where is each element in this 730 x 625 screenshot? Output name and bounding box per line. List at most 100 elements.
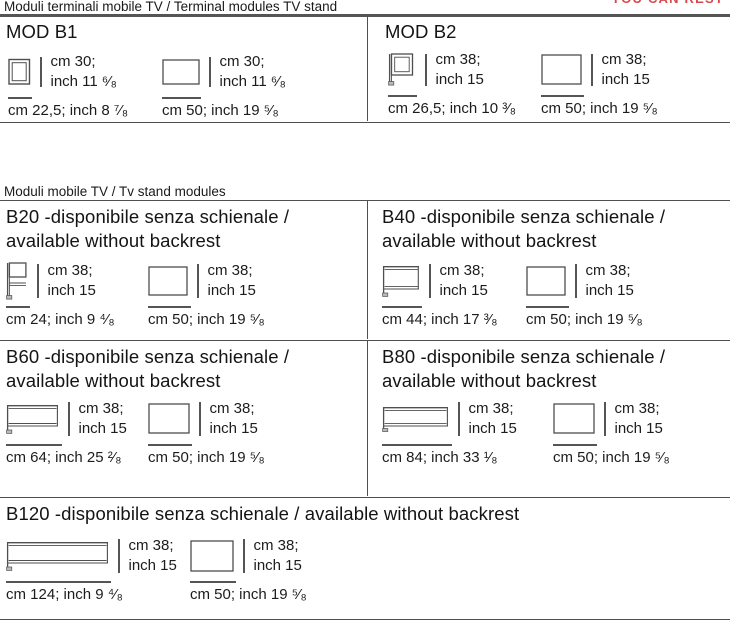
bench-side-view-icon — [6, 541, 109, 571]
module-title: B20 -disponibile senza schienale / avail… — [6, 206, 290, 251]
module-title: MOD B1 — [6, 21, 78, 42]
front-dimension-diagram: cm 38; inch 15 cm 50; inch 19 ⁵⁄₈ — [190, 536, 307, 603]
height-dimension-text: cm 38; inch 15 — [468, 400, 517, 437]
height-dimension-text: cm 38; inch 15 — [253, 537, 302, 574]
width-dimension-text: cm 50; inch 19 ⁵⁄₈ — [148, 311, 265, 328]
height-dimension-line — [68, 401, 70, 436]
module-cell-b20: B20 -disponibile senza schienale / avail… — [6, 203, 364, 337]
module-front-view-icon — [553, 403, 595, 434]
height-dimension-text: cm 38; inch 15 — [585, 262, 634, 299]
width-dimension-line — [148, 444, 192, 446]
height-dimension-line — [209, 56, 211, 87]
side-dimension-diagram: cm 38; inch 15 cm 26,5; inch 10 ³⁄₈ — [388, 50, 516, 117]
end-module-side-view-icon — [8, 58, 31, 86]
width-dimension-line — [6, 444, 62, 446]
width-dimension-text: cm 124; inch 9 ⁴⁄₈ — [6, 586, 123, 603]
width-dimension-text: cm 50; inch 19 ⁵⁄₈ — [190, 586, 307, 603]
module-cell-mod-b1: MOD B1 cm 30; inch 11 ⁶⁄₈ cm 22,5; inch … — [6, 18, 364, 120]
height-dimension-line — [197, 263, 199, 298]
front-dimension-diagram: cm 38; inch 15 cm 50; inch 19 ⁵⁄₈ — [541, 50, 658, 117]
width-dimension-text: cm 24; inch 9 ⁴⁄₈ — [6, 311, 115, 328]
side-dimension-diagram: cm 38; inch 15 cm 84; inch 33 ¹⁄₈ — [382, 399, 517, 466]
height-dimension-line — [243, 538, 245, 573]
column-divider — [367, 16, 369, 121]
side-dimension-diagram: cm 38; inch 15 cm 124; inch 9 ⁴⁄₈ — [6, 536, 177, 603]
height-dimension-text: cm 38; inch 15 — [614, 400, 663, 437]
module-title: MOD B2 — [385, 21, 457, 42]
module-side-view-icon — [6, 261, 28, 300]
module-title: B60 -disponibile senza schienale / avail… — [6, 346, 290, 391]
module-cell-b60: B60 -disponibile senza schienale / avail… — [6, 343, 364, 493]
height-dimension-line — [604, 401, 606, 436]
front-dimension-diagram: cm 38; inch 15 cm 50; inch 19 ⁵⁄₈ — [148, 261, 265, 328]
height-dimension-line — [429, 263, 431, 298]
module-cell-b80: B80 -disponibile senza schienale / avail… — [382, 343, 726, 493]
width-dimension-text: cm 50; inch 19 ⁵⁄₈ — [541, 100, 658, 117]
height-dimension-line — [575, 263, 577, 298]
side-dimension-diagram: cm 38; inch 15 cm 24; inch 9 ⁴⁄₈ — [6, 261, 115, 328]
height-dimension-text: cm 38; inch 15 — [209, 400, 258, 437]
width-dimension-text: cm 50; inch 19 ⁵⁄₈ — [553, 449, 670, 466]
table-rule — [0, 200, 730, 202]
side-dimension-diagram: cm 38; inch 15 cm 44; inch 17 ³⁄₈ — [382, 261, 497, 328]
module-cell-b40: B40 -disponibile senza schienale / avail… — [382, 203, 726, 337]
front-dimension-diagram: cm 38; inch 15 cm 50; inch 19 ⁵⁄₈ — [526, 261, 643, 328]
end-module-side-view-icon — [388, 53, 416, 86]
width-dimension-line — [190, 581, 236, 583]
table-top-rule — [0, 14, 730, 17]
height-dimension-line — [40, 56, 42, 87]
width-dimension-text: cm 50; inch 19 ⁵⁄₈ — [526, 311, 643, 328]
width-dimension-text: cm 50; inch 19 ⁵⁄₈ — [148, 449, 265, 466]
width-dimension-line — [388, 95, 417, 97]
module-front-view-icon — [190, 539, 234, 572]
width-dimension-text: cm 26,5; inch 10 ³⁄₈ — [388, 100, 516, 117]
module-side-view-icon — [382, 265, 420, 297]
width-dimension-line — [553, 444, 597, 446]
module-front-view-icon — [148, 265, 188, 296]
side-dimension-diagram: cm 38; inch 15 cm 64; inch 25 ²⁄₈ — [6, 399, 127, 466]
module-front-view-icon — [541, 54, 582, 85]
brand-slogan-clipped: YOU CAN REST — [611, 0, 724, 6]
height-dimension-line — [199, 401, 201, 436]
module-title: B40 -disponibile senza schienale / avail… — [382, 206, 666, 251]
height-dimension-text: cm 38; inch 15 — [435, 51, 484, 88]
table-rule — [0, 121, 730, 123]
width-dimension-line — [162, 97, 201, 99]
front-dimension-diagram: cm 38; inch 15 cm 50; inch 19 ⁵⁄₈ — [148, 399, 265, 466]
width-dimension-line — [148, 306, 191, 308]
width-dimension-line — [8, 97, 32, 99]
height-dimension-text: cm 30; inch 11 ⁶⁄₈ — [50, 53, 117, 90]
width-dimension-line — [6, 306, 30, 308]
height-dimension-text: cm 38; inch 15 — [601, 51, 650, 88]
bench-side-view-icon — [382, 406, 449, 432]
height-dimension-text: cm 38; inch 15 — [207, 262, 256, 299]
module-front-view-icon — [148, 403, 190, 434]
width-dimension-text: cm 44; inch 17 ³⁄₈ — [382, 311, 498, 328]
width-dimension-text: cm 50; inch 19 ⁵⁄₈ — [162, 102, 279, 119]
height-dimension-line — [118, 538, 120, 573]
width-dimension-line — [526, 306, 569, 308]
side-dimension-diagram: cm 30; inch 11 ⁶⁄₈ cm 22,5; inch 8 ⁷⁄₈ — [8, 52, 128, 119]
module-title: B120 -disponibile senza schienale / avai… — [6, 503, 520, 524]
width-dimension-line — [382, 444, 452, 446]
width-dimension-line — [382, 306, 422, 308]
module-front-view-icon — [162, 58, 200, 85]
width-dimension-line — [541, 95, 584, 97]
height-dimension-text: cm 38; inch 15 — [47, 262, 96, 299]
width-dimension-line — [6, 581, 111, 583]
table-rule — [0, 339, 730, 341]
brand-slogan-text: YOU CAN REST — [611, 0, 724, 6]
width-dimension-text: cm 22,5; inch 8 ⁷⁄₈ — [8, 102, 129, 119]
column-divider — [367, 201, 369, 339]
height-dimension-line — [458, 401, 460, 436]
module-cell-mod-b2: MOD B2 cm 38; inch 15 — [385, 18, 725, 120]
column-divider — [367, 341, 369, 496]
height-dimension-text: cm 38; inch 15 — [78, 400, 127, 437]
table-rule — [0, 496, 730, 498]
module-title: B80 -disponibile senza schienale / avail… — [382, 346, 666, 391]
module-front-view-icon — [526, 265, 566, 296]
height-dimension-text: cm 30; inch 11 ⁶⁄₈ — [219, 53, 286, 90]
module-cell-b120: B120 -disponibile senza schienale / avai… — [6, 500, 724, 616]
table-bottom-rule — [0, 619, 730, 621]
